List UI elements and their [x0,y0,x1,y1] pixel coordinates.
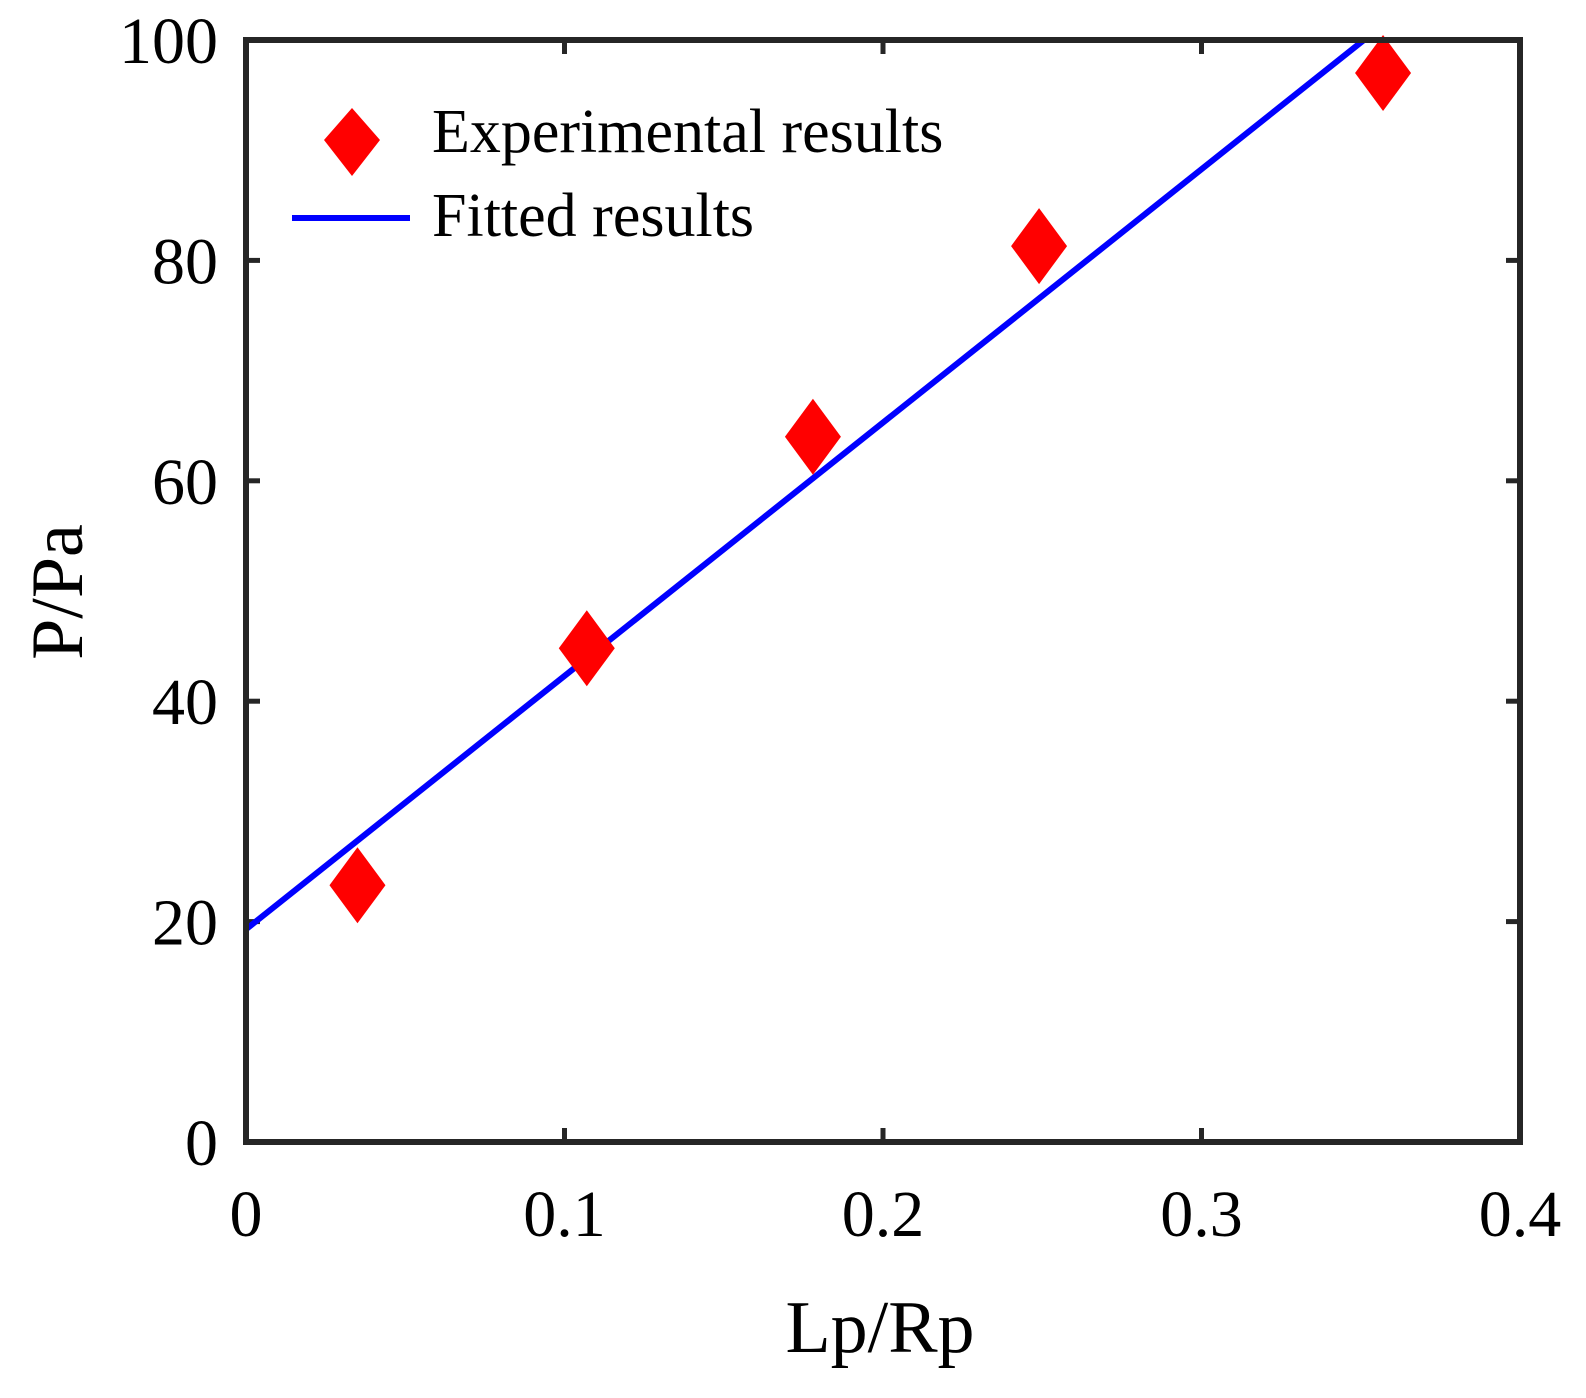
legend-label-experimental: Experimental results [432,98,943,166]
experimental-series [329,35,1412,924]
y-tick-labels: 0 20 40 60 80 100 [119,5,218,1180]
plot-frame [243,37,1523,1145]
x-tick-label: 0.4 [1479,1178,1562,1251]
x-axis-label: Lp/Rp [785,1287,974,1369]
y-tick-label: 40 [152,666,218,739]
y-tick-label: 0 [185,1107,218,1180]
x-tick-label: 0.3 [1160,1178,1243,1251]
fitted-series [244,37,1366,932]
data-point-diamond [1355,35,1412,112]
legend-label-fitted: Fitted results [432,182,754,250]
legend: Experimental results Fitted results [292,98,943,250]
data-point-diamond [329,847,386,924]
data-point-diamond [558,610,615,687]
y-tick-label: 80 [152,225,218,298]
data-point-diamond [784,398,841,475]
y-axis-label: P/Pa [17,524,99,660]
y-tick-label: 60 [152,446,218,519]
legend-diamond-marker [324,108,380,176]
x-tick-label: 0.2 [842,1178,925,1251]
x-tick-labels: 0 0.1 0.2 0.3 0.4 [230,1178,1562,1251]
x-tick-label: 0.1 [523,1178,606,1251]
y-tick-label: 100 [119,5,218,78]
x-tick-label: 0 [230,1178,263,1251]
y-tick-label: 20 [152,887,218,960]
data-point-diamond [1011,208,1068,285]
fitted-line [244,37,1366,932]
